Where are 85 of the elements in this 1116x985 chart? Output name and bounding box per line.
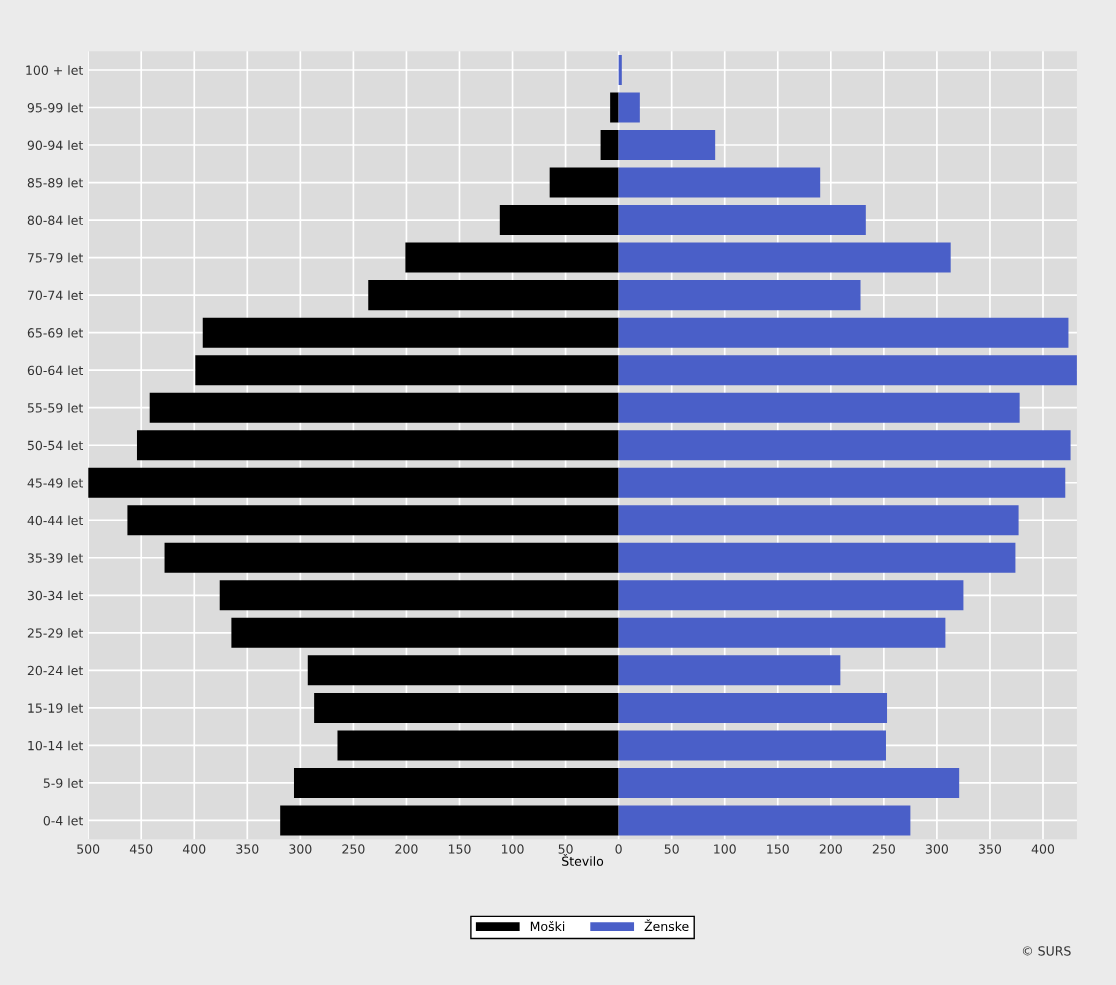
y-tick-label: 5-9 let: [43, 778, 83, 788]
bar: [618, 430, 1071, 461]
bar: [618, 130, 716, 161]
bar: [280, 805, 619, 836]
y-tick-label: 20-24 let: [27, 665, 83, 676]
x-tick-label: 0: [615, 844, 622, 854]
x-tick-label: 150: [448, 844, 471, 854]
bar: [618, 692, 888, 723]
x-tick-label: 350: [978, 844, 1002, 854]
bar: [618, 805, 911, 836]
bar: [202, 317, 619, 348]
x-tick-label: 350: [236, 844, 259, 854]
legend-label: Ženske: [644, 919, 689, 932]
x-axis-title: Število: [562, 854, 604, 866]
y-tick-label: 45-49 let: [27, 477, 83, 488]
bar: [618, 505, 1019, 536]
y-tick-label: 0-4 let: [43, 815, 83, 826]
y-tick-label: 55-59 let: [27, 402, 83, 413]
x-tick-label: 400: [182, 844, 206, 854]
x-tick-label: 200: [395, 844, 418, 854]
y-tick-label: 85-89 let: [27, 177, 83, 188]
x-tick-label: 100: [714, 844, 736, 854]
x-tick-label: 250: [342, 844, 365, 854]
bar: [136, 430, 619, 461]
bar: [127, 505, 619, 536]
x-tick-label: 300: [925, 844, 948, 854]
bar: [618, 205, 866, 236]
y-tick-label: 35-39 let: [27, 553, 83, 563]
x-tick-label: 50: [664, 844, 679, 854]
bar: [610, 92, 619, 123]
bar: [164, 542, 619, 573]
bar: [219, 580, 619, 611]
y-tick-label: 100 + let: [26, 65, 83, 75]
bar: [618, 167, 821, 198]
bar: [618, 730, 886, 761]
x-tick-label: 250: [872, 844, 895, 854]
x-tick-label: 50: [558, 844, 573, 854]
bar: [618, 392, 1020, 423]
bar: [618, 767, 960, 798]
bar: [618, 617, 946, 648]
y-tick-label: 70-74 let: [27, 290, 83, 301]
y-tick-label: 15-19 let: [28, 703, 83, 713]
bar: [149, 392, 619, 423]
y-tick-label: 95-99 let: [27, 102, 83, 113]
y-tick-label: 25-29 let: [27, 628, 83, 638]
text: © SURS: [1022, 946, 1071, 956]
bar: [405, 242, 619, 273]
x-tick-label: 450: [129, 844, 153, 854]
x-tick-label: 300: [289, 844, 312, 854]
bar: [549, 167, 619, 198]
y-tick-label: 10-14 let: [28, 740, 83, 751]
bar: [618, 280, 861, 311]
x-tick-label: 500: [77, 844, 100, 854]
bar: [195, 355, 619, 386]
bar: [368, 280, 619, 311]
x-tick-label: 200: [819, 844, 842, 854]
y-tick-label: 65-69 let: [27, 327, 83, 338]
bar: [314, 692, 619, 723]
y-tick-label: 30-34 let: [27, 590, 83, 601]
bar: [618, 317, 1069, 348]
x-tick-label: 400: [1031, 844, 1055, 854]
bar: [600, 130, 619, 161]
bar: [618, 467, 1066, 498]
bar: [618, 54, 622, 85]
bar: [618, 92, 640, 123]
bar: [307, 655, 619, 686]
x-tick-label: 100: [501, 844, 524, 854]
y-tick-label: 75-79 let: [27, 252, 83, 263]
y-tick-label: 50-54 let: [27, 440, 83, 451]
bar: [618, 542, 1016, 573]
bar: [293, 767, 619, 798]
legend-label: Moški: [530, 920, 565, 932]
bar: [337, 730, 619, 761]
y-tick-label: 90-94 let: [27, 140, 83, 150]
bar: [618, 242, 951, 273]
bar: [618, 655, 841, 686]
y-tick-label: 60-64 let: [27, 365, 83, 376]
x-tick-label: 150: [767, 844, 789, 854]
y-tick-label: 80-84 let: [27, 215, 83, 225]
bar: [618, 580, 964, 611]
y-tick-label: 40-44 let: [27, 515, 83, 526]
bar: [618, 355, 1077, 386]
bar: [499, 205, 619, 236]
bar: [231, 617, 619, 648]
bar: [88, 467, 619, 498]
